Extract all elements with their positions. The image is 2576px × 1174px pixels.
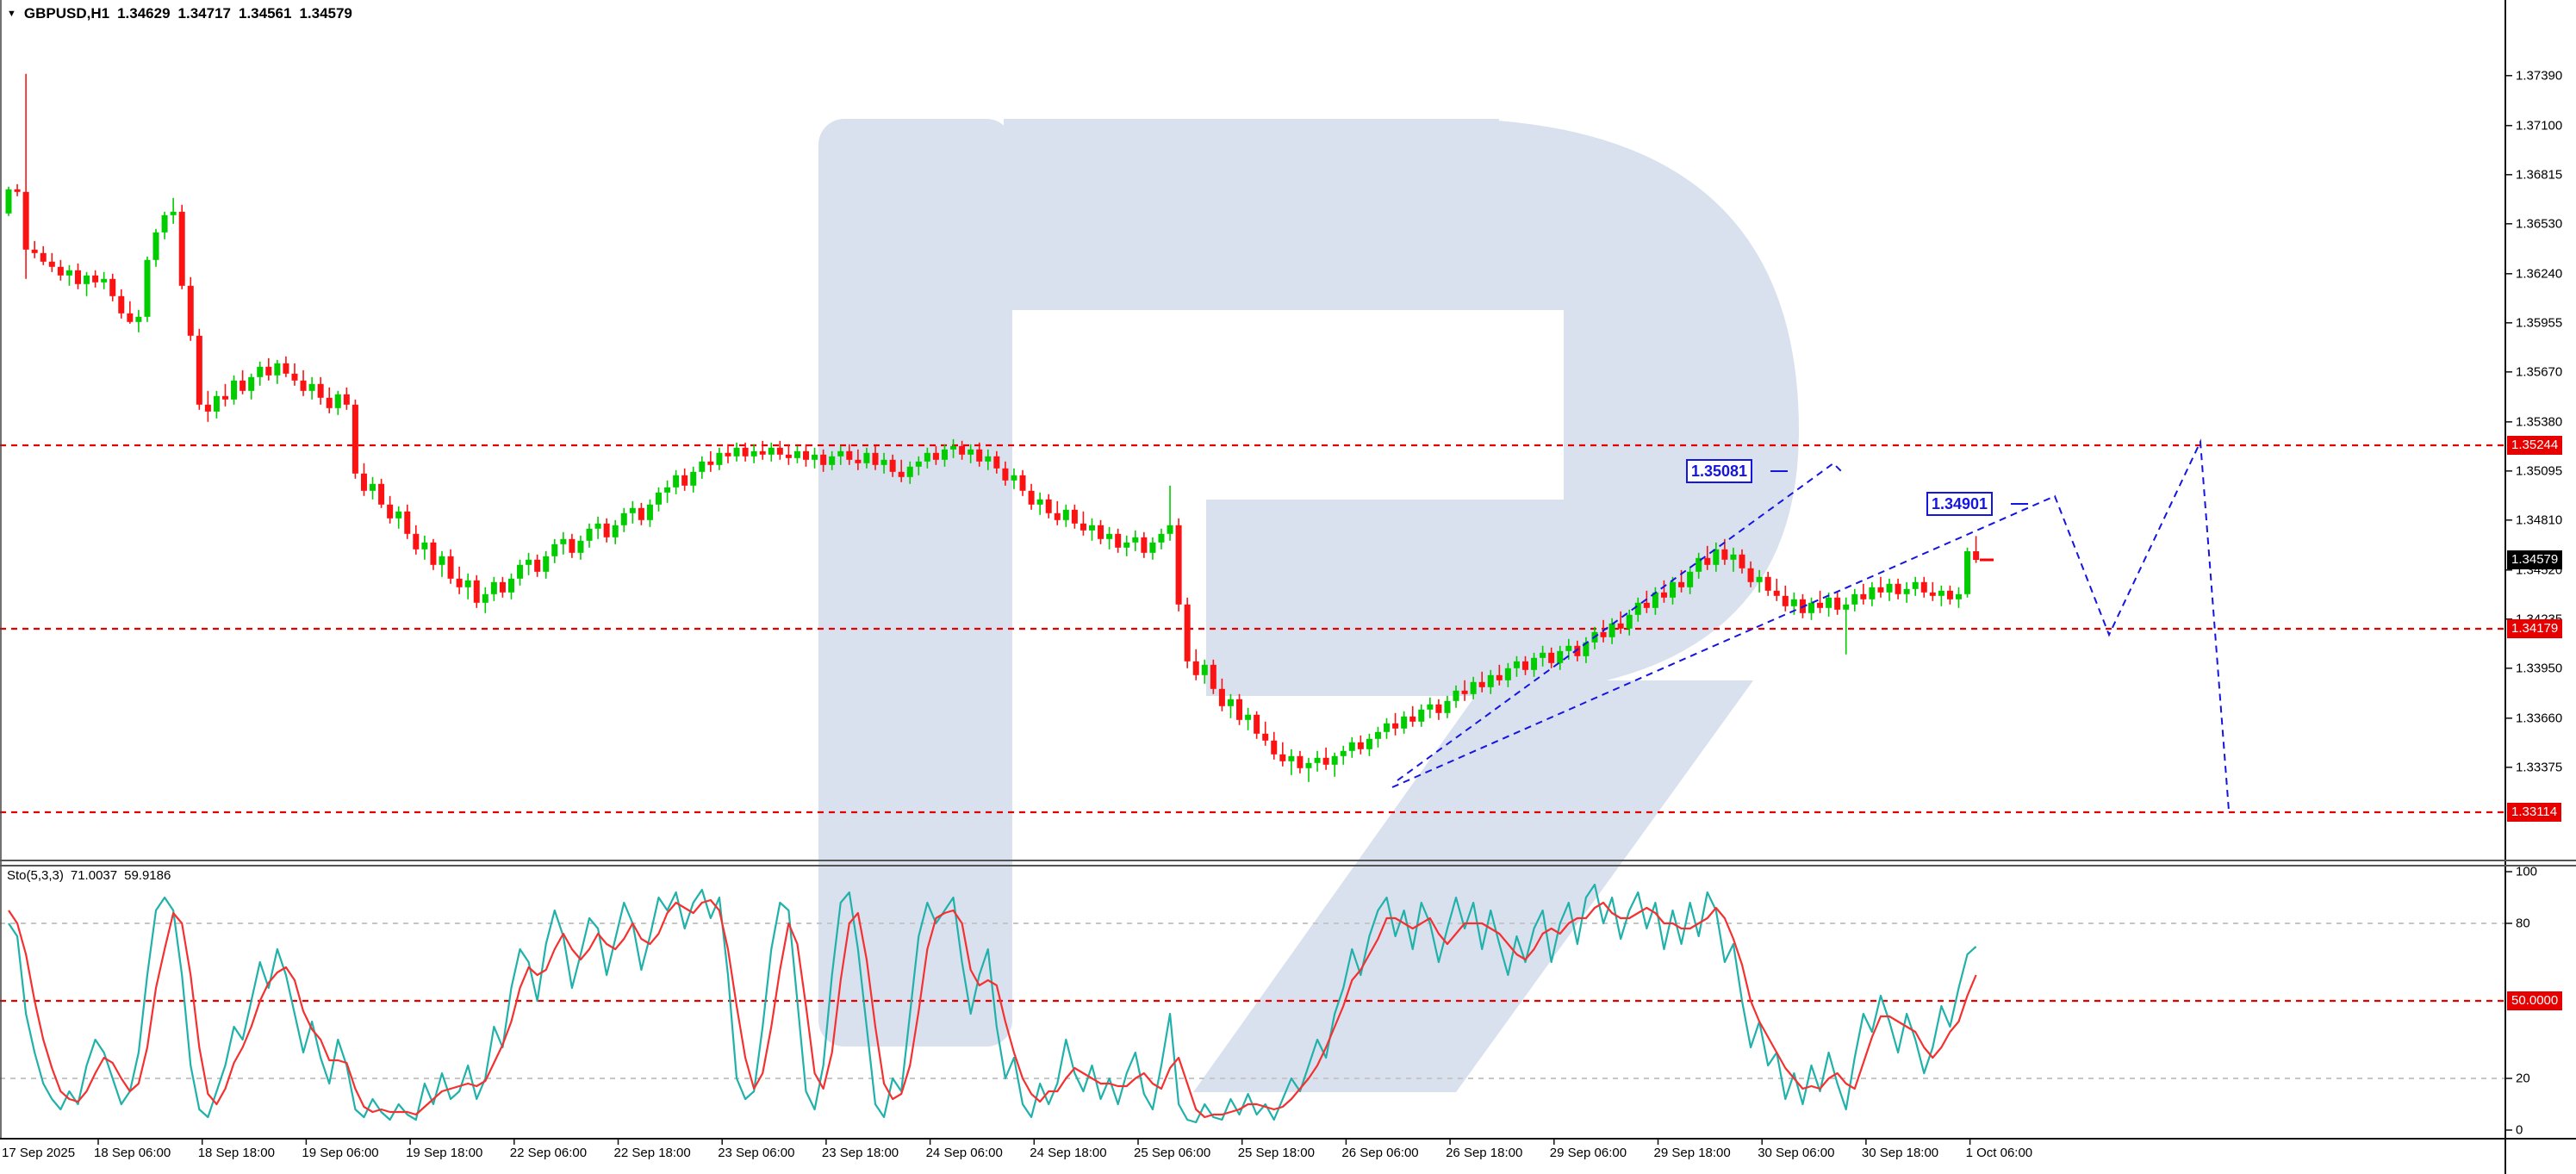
stoch-tick-label: 80 bbox=[2516, 916, 2530, 931]
quote-high: 1.34717 bbox=[177, 5, 231, 22]
date-label: 18 Sep 06:00 bbox=[94, 1146, 171, 1160]
current-price-badge: 1.34579 bbox=[2507, 550, 2563, 569]
date-label: 26 Sep 06:00 bbox=[1341, 1146, 1419, 1160]
date-label: 29 Sep 18:00 bbox=[1653, 1146, 1731, 1160]
price-tick-label: 1.35095 bbox=[2516, 463, 2563, 479]
quote-close: 1.34579 bbox=[299, 5, 352, 22]
date-label: 24 Sep 18:00 bbox=[1030, 1146, 1107, 1160]
stochastic-label: Sto(5,3,3) bbox=[7, 868, 64, 883]
quote-bar: ▼ GBPUSD,H1 1.34629 1.34717 1.34561 1.34… bbox=[7, 5, 352, 22]
price-tick-label: 1.33950 bbox=[2516, 661, 2563, 676]
triangle-down-icon[interactable]: ▼ bbox=[7, 9, 16, 19]
watermark-logo bbox=[818, 119, 1799, 1092]
trendline-price-tag[interactable]: 1.34901 bbox=[1926, 492, 1994, 516]
stoch-level-badge: 50.0000 bbox=[2507, 991, 2563, 1010]
quote-open: 1.34629 bbox=[117, 5, 171, 22]
date-label: 24 Sep 06:00 bbox=[925, 1146, 1003, 1160]
date-label: 17 Sep 2025 bbox=[2, 1146, 76, 1160]
date-label: 18 Sep 18:00 bbox=[197, 1146, 275, 1160]
stoch-d-line bbox=[8, 898, 1977, 1119]
price-tick-label: 1.37100 bbox=[2516, 118, 2563, 134]
price-level-badge: 1.34179 bbox=[2507, 619, 2563, 638]
date-label: 22 Sep 18:00 bbox=[613, 1146, 691, 1160]
trendline[interactable] bbox=[1397, 462, 1845, 781]
price-tick-label: 1.36815 bbox=[2516, 167, 2563, 183]
date-label: 30 Sep 06:00 bbox=[1758, 1146, 1835, 1160]
date-label: 25 Sep 18:00 bbox=[1237, 1146, 1315, 1160]
price-tick-label: 1.36530 bbox=[2516, 216, 2563, 232]
stoch-k-line bbox=[8, 883, 1977, 1124]
date-label: 23 Sep 06:00 bbox=[718, 1146, 795, 1160]
price-tick-label: 1.33375 bbox=[2516, 760, 2563, 775]
date-label: 30 Sep 18:00 bbox=[1861, 1146, 1939, 1160]
stoch-tick-label: 0 bbox=[2516, 1122, 2523, 1138]
price-tick-label: 1.35670 bbox=[2516, 364, 2563, 380]
stochastic-header: Sto(5,3,3) 71.0037 59.9186 bbox=[7, 868, 171, 883]
price-tick-label: 1.33660 bbox=[2516, 711, 2563, 726]
quote-low: 1.34561 bbox=[238, 5, 292, 22]
price-tick-label: 1.34810 bbox=[2516, 512, 2563, 528]
stoch-tick-label: 20 bbox=[2516, 1071, 2530, 1086]
date-label: 22 Sep 06:00 bbox=[509, 1146, 588, 1160]
trendline-price-tag[interactable]: 1.35081 bbox=[1686, 459, 1753, 483]
date-label: 19 Sep 18:00 bbox=[406, 1146, 483, 1160]
price-tick-label: 1.37390 bbox=[2516, 68, 2563, 84]
date-label: 1 Oct 06:00 bbox=[1965, 1146, 2033, 1160]
date-label: 23 Sep 18:00 bbox=[821, 1146, 899, 1160]
symbol-timeframe: GBPUSD,H1 bbox=[23, 5, 110, 22]
price-tick-label: 1.35955 bbox=[2516, 315, 2563, 331]
price-tick-label: 1.35380 bbox=[2516, 414, 2563, 430]
date-label: 26 Sep 18:00 bbox=[1446, 1146, 1523, 1160]
candlestick-series bbox=[5, 73, 1980, 782]
price-tick-label: 1.36240 bbox=[2516, 266, 2563, 282]
date-label: 19 Sep 06:00 bbox=[302, 1146, 379, 1160]
price-level-badge: 1.35244 bbox=[2507, 436, 2563, 455]
stochastic-k-value: 71.0037 bbox=[70, 868, 118, 883]
stoch-tick-label: 100 bbox=[2516, 864, 2538, 879]
trendline[interactable] bbox=[1391, 438, 2230, 811]
date-label: 25 Sep 06:00 bbox=[1134, 1146, 1211, 1160]
date-label: 29 Sep 06:00 bbox=[1549, 1146, 1627, 1160]
price-level-badge: 1.33114 bbox=[2507, 803, 2562, 822]
stochastic-d-value: 59.9186 bbox=[124, 868, 171, 883]
